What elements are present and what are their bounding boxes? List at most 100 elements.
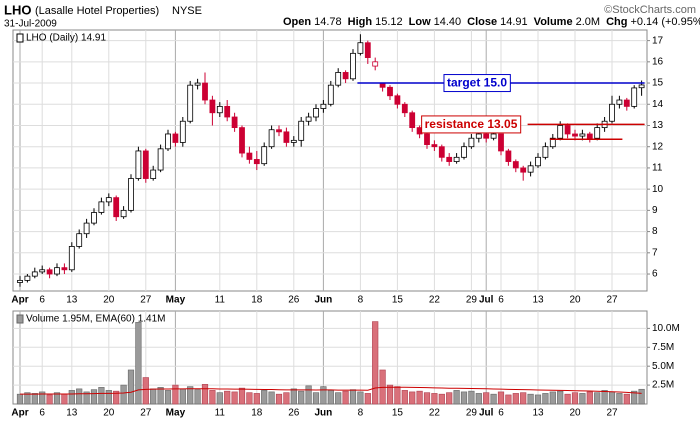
x-tick-label: May (166, 295, 186, 306)
candle-body (135, 150, 142, 179)
quote-value: 14.91 (500, 16, 528, 28)
volume-bar (68, 390, 75, 405)
volume-bar (164, 390, 172, 405)
x-tick-label: 13 (532, 295, 544, 306)
x-tick-label: 27 (140, 408, 152, 419)
volume-bar (16, 393, 24, 405)
volume-bar (409, 391, 416, 405)
candle-body (357, 42, 364, 54)
annotation-label: resistance 13.05 (425, 117, 518, 131)
volume-bar (571, 392, 579, 405)
volume-bar (446, 392, 453, 405)
x-tick-label: 29 (466, 295, 478, 306)
panel (12, 29, 648, 292)
candle-body (142, 150, 149, 179)
x-tick-label: Apr (11, 295, 28, 306)
candle-body (638, 84, 645, 89)
date: 31-Jul-2009 (4, 19, 57, 30)
x-tick-label: 22 (429, 408, 441, 419)
volume-bar (386, 384, 394, 405)
legend: Volume 1.95M, EMA(60) 1.41M (26, 314, 166, 325)
candle-body (520, 167, 527, 173)
candle-body (128, 178, 134, 211)
y-tick-label: 10.0M (652, 323, 680, 334)
volume-bar (468, 390, 475, 405)
volume-bar (534, 394, 542, 405)
x-tick-label: 15 (392, 295, 404, 306)
candle-body (31, 271, 38, 277)
volume-bar (46, 394, 53, 405)
volume-bar (24, 392, 31, 405)
candle-body (572, 133, 578, 137)
x-tick-label: 13 (66, 408, 78, 419)
volume-bar (372, 321, 379, 405)
candle-body (542, 146, 549, 158)
y-tick-label: 14 (652, 99, 664, 110)
volume-bar (142, 377, 149, 405)
candle-body (631, 87, 638, 107)
candle-body (350, 52, 356, 80)
x-tick-label: 18 (251, 295, 263, 306)
volume-bar (53, 392, 61, 405)
volume-bar (216, 392, 223, 405)
volume-bar (283, 392, 290, 405)
y-tick-label: 9 (652, 205, 658, 216)
volume-bar (209, 390, 216, 405)
candle-body (594, 127, 601, 139)
candle-body (68, 246, 75, 271)
y-tick-label: 7 (652, 247, 658, 258)
candle-body (246, 152, 253, 160)
candle-body (194, 82, 201, 86)
candle-body (91, 212, 97, 224)
volume-bar (490, 393, 497, 405)
volume-bar (135, 322, 142, 405)
volume-bar (150, 388, 157, 405)
candle-body (586, 133, 593, 139)
candle-body (505, 150, 512, 162)
volume-bar (320, 386, 327, 405)
candle-body (54, 267, 60, 275)
candle-body (387, 86, 393, 97)
candle-body (461, 146, 467, 158)
y-tick-label: 8 (652, 226, 658, 237)
x-tick-label: Jul (479, 408, 494, 419)
volume-bar (268, 391, 275, 405)
volume-bar (475, 393, 482, 405)
candle-body (394, 95, 401, 105)
x-tick-label: 15 (392, 408, 404, 419)
candle-body (17, 279, 23, 283)
candle-body (224, 105, 231, 118)
candle-body (39, 269, 46, 273)
volume-bar (261, 390, 268, 405)
volume-bar (312, 392, 320, 405)
volume-bar (90, 389, 98, 405)
candle-body (579, 133, 586, 137)
volume-bar (231, 391, 238, 405)
volume-bar (172, 384, 179, 405)
volume-bar (290, 388, 297, 405)
x-tick-label: 29 (466, 408, 478, 419)
volume-bar (305, 385, 312, 405)
volume-bar (453, 390, 460, 405)
y-tick-label: 10 (652, 184, 664, 195)
x-tick-label: Apr (11, 408, 28, 419)
candle-body (113, 197, 120, 218)
candle-body (276, 129, 282, 133)
volume-bar (76, 388, 83, 405)
candle-body (431, 144, 438, 148)
candle-body (24, 275, 31, 281)
quote-label: Close (467, 16, 497, 28)
x-tick-label: 11 (215, 408, 226, 419)
volume-bar (623, 393, 630, 405)
volume-bar (253, 393, 260, 405)
ema-line (19, 386, 642, 395)
volume-bar (157, 387, 164, 405)
candle-body (290, 139, 297, 143)
candle-body (490, 133, 497, 139)
volume-bar (401, 390, 408, 405)
credit: ©StockCharts.com (604, 4, 696, 16)
volume-bar (187, 386, 194, 405)
y-tick-label: 15 (652, 78, 664, 89)
y-tick-label: 12 (652, 141, 664, 152)
